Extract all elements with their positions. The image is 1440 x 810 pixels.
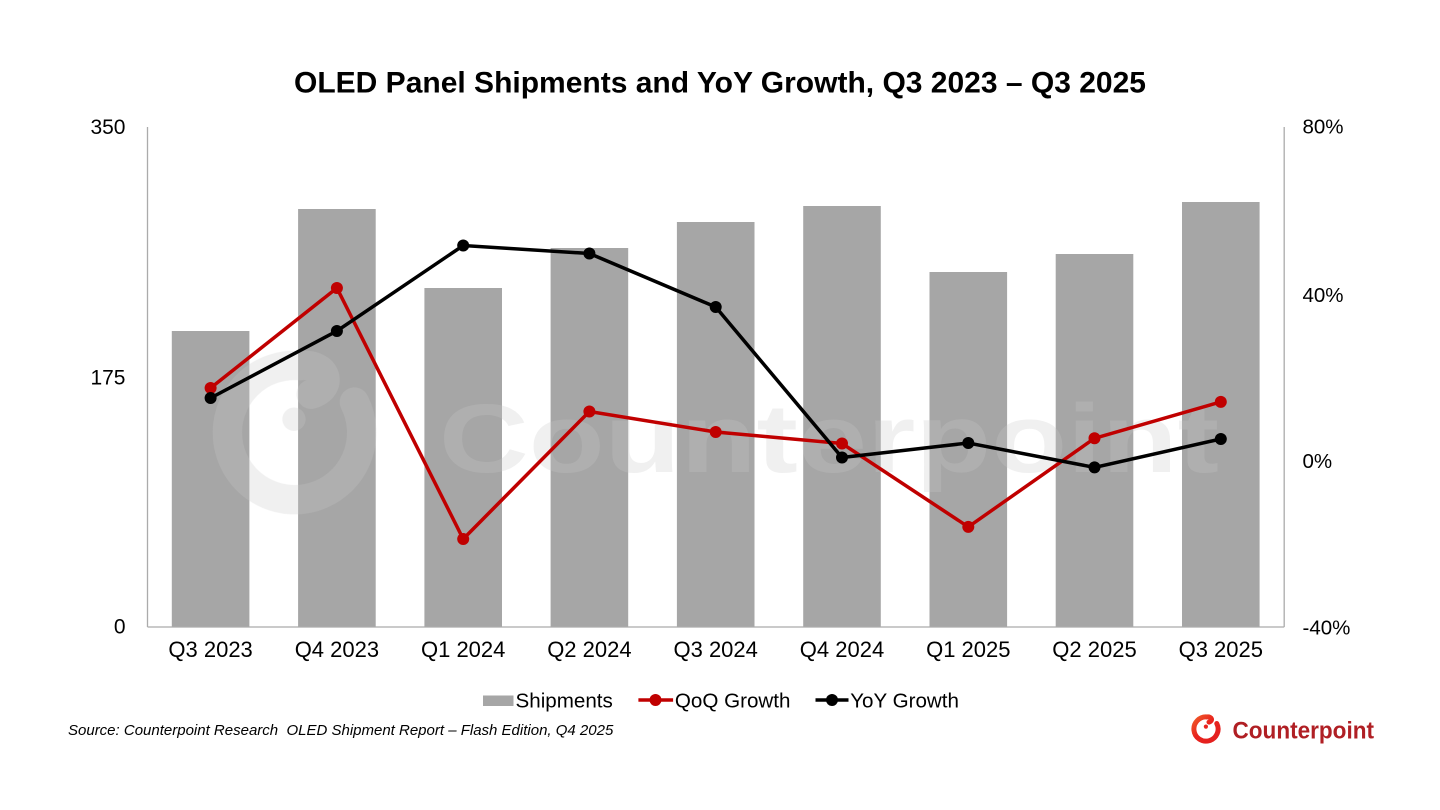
svg-text:OLED Panel Shipments and YoY G: OLED Panel Shipments and YoY Growth, Q3 … — [294, 67, 1146, 100]
svg-text:Shipments: Shipments — [516, 690, 613, 713]
svg-text:Q3 2023: Q3 2023 — [168, 637, 252, 662]
svg-text:Q3 2024: Q3 2024 — [673, 637, 757, 662]
svg-text:-40%: -40% — [1303, 617, 1351, 640]
svg-text:40%: 40% — [1303, 284, 1344, 307]
svg-text:Q4 2023: Q4 2023 — [295, 637, 379, 662]
svg-text:Q1 2025: Q1 2025 — [926, 637, 1010, 662]
svg-text:Counterpoint: Counterpoint — [1233, 718, 1375, 745]
svg-text:Q3 2025: Q3 2025 — [1179, 637, 1263, 662]
svg-text:80%: 80% — [1303, 116, 1344, 139]
svg-text:Q2 2024: Q2 2024 — [547, 637, 631, 662]
svg-text:Source: Counterpoint Research: Source: Counterpoint Research OLED Shipm… — [68, 722, 614, 739]
svg-text:Q4 2024: Q4 2024 — [800, 637, 884, 662]
svg-text:0: 0 — [114, 616, 126, 639]
svg-text:QoQ Growth: QoQ Growth — [675, 690, 791, 713]
svg-text:Q2 2025: Q2 2025 — [1052, 637, 1136, 662]
svg-text:Counterpoint: Counterpoint — [439, 384, 1219, 493]
svg-text:YoY Growth: YoY Growth — [850, 690, 959, 713]
svg-text:0%: 0% — [1303, 450, 1333, 473]
svg-text:175: 175 — [90, 367, 125, 390]
svg-text:350: 350 — [90, 116, 125, 139]
svg-text:Q1 2024: Q1 2024 — [421, 637, 505, 662]
